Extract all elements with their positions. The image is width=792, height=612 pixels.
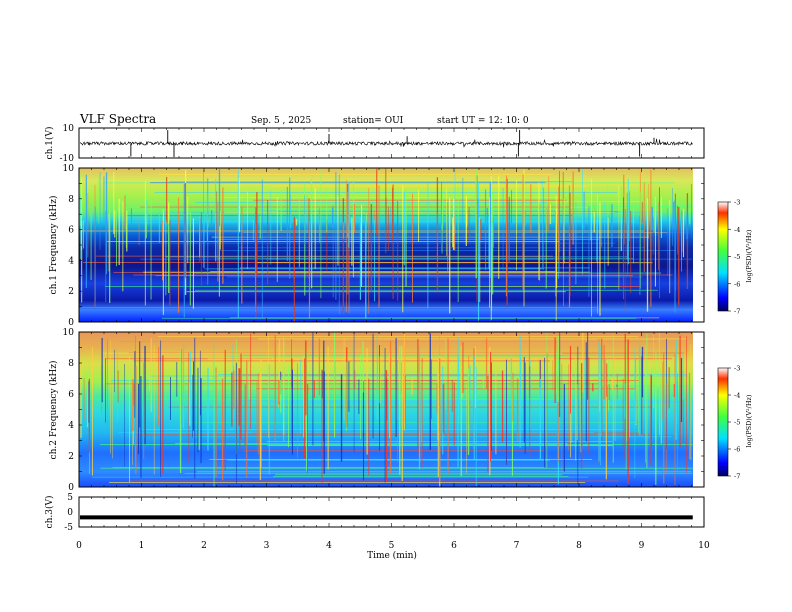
ch3-ytick-middle: 0 [67, 508, 73, 518]
colorbar-tick-label: -6 [734, 446, 740, 454]
ch1-ytick-bottom: -10 [60, 154, 75, 164]
ch2-colorbar-gradient [717, 367, 729, 477]
colorbar-tick-label: -4 [734, 226, 740, 234]
x-tick-label: 1 [139, 541, 145, 551]
ch1-spectrogram-background [79, 168, 704, 322]
colorbar-tick-label: -6 [734, 280, 740, 288]
ch2-spectrogram-panel: 0 2 4 6 8 10 ch.2 Frequency (kHz) [48, 328, 705, 493]
frequency-tick-label: 8 [68, 359, 74, 369]
date-label: Sep. 5 , 2025 [251, 116, 311, 126]
colorbar-tick-label: -7 [734, 308, 740, 316]
colorbar-tick-label: -3 [734, 199, 740, 207]
ch2-spectrogram-yticks: 0 2 4 6 8 10 [63, 328, 704, 493]
ch3-ytick-top: 5 [67, 493, 73, 503]
station-label: station= OUI [343, 116, 404, 126]
ch3-waveform-ylabel: ch.3(V) [44, 496, 55, 529]
ch3-ytick-bottom: -5 [64, 523, 73, 533]
frequency-tick-label: 2 [68, 287, 74, 297]
ch3-waveform-frame [78, 496, 705, 528]
x-tick-label: 8 [576, 541, 582, 551]
ch2-colorbar: -3 -4 -5 -6 -7 log(PSD)(V²/Hz) [717, 365, 753, 481]
ch1-spectrogram-streaks [79, 168, 704, 322]
ch1-waveform-ylabel: ch.1(V) [44, 127, 55, 160]
ch2-spectrogram-xticks [78, 332, 705, 487]
x-tick-label: 4 [326, 541, 332, 551]
frequency-tick-label: 10 [63, 328, 75, 338]
ch1-colorbar-ticks: -3 -4 -5 -6 -7 [728, 199, 740, 316]
ch1-ytick-top: 10 [63, 124, 75, 134]
ch3-waveform-panel: 5 0 -5 ch.3(V) 0 1 2 3 4 5 6 7 8 9 10 Time (min) [44, 493, 710, 561]
x-tick-label: 2 [201, 541, 207, 551]
ch1-spectrogram-ylabel: ch.1 Frequency (kHz) [48, 196, 59, 295]
colorbar-tick-label: -7 [734, 473, 740, 481]
no-data-region [693, 168, 704, 322]
ch1-spectrogram-xticks [78, 168, 705, 322]
x-tick-label: 7 [514, 541, 520, 551]
time-axis-label: Time (min) [367, 550, 417, 561]
frequency-tick-label: 4 [68, 256, 74, 266]
ch1-colorbar: -3 -4 -5 -6 -7 log(PSD)(V²/Hz) [717, 199, 753, 316]
ch2-colorbar-ticks: -3 -4 -5 -6 -7 [728, 365, 740, 481]
frequency-tick-label: 6 [68, 226, 74, 236]
colorbar-tick-label: -5 [734, 419, 740, 427]
figure-title: VLF Spectra [79, 112, 156, 126]
frequency-tick-label: 8 [68, 195, 74, 205]
ch1-colorbar-gradient [717, 201, 729, 312]
ch1-colorbar-label: log(PSD)(V²/Hz) [745, 229, 753, 282]
frequency-tick-label: 10 [63, 164, 75, 174]
ch2-spectrogram-ylabel: ch.2 Frequency (kHz) [48, 361, 59, 460]
frequency-tick-label: 6 [68, 390, 74, 400]
colorbar-tick-label: -5 [734, 253, 740, 261]
x-tick-label: 9 [639, 541, 645, 551]
ch3-waveform-xticks [78, 497, 705, 527]
time-axis-tick-labels: 0 1 2 3 4 5 6 7 8 9 10 [76, 541, 710, 551]
ch1-spectrogram-yticks: 0 2 4 6 8 10 [63, 164, 704, 328]
x-tick-label: 0 [76, 541, 82, 551]
x-tick-label: 3 [264, 541, 270, 551]
frequency-tick-label: 4 [68, 421, 74, 431]
colorbar-tick-label: -4 [734, 392, 740, 400]
ch1-spectrogram-panel: 0 2 4 6 8 10 ch.1 Frequency (kHz) [48, 164, 705, 328]
ch2-colorbar-label: log(PSD)(V²/Hz) [745, 394, 753, 447]
colorbar-tick-label: -3 [734, 365, 740, 373]
ch1-waveform-xticks [78, 128, 705, 158]
ch1-waveform-panel: 10 -10 ch.1(V) [44, 124, 705, 164]
ch2-spectrogram-streaks [79, 332, 704, 487]
frequency-tick-label: 0 [68, 318, 74, 328]
x-tick-label: 10 [698, 541, 710, 551]
ch1-waveform-trace [79, 129, 693, 158]
start-time-label: start UT = 12: 10: 0 [437, 116, 529, 126]
x-tick-label: 5 [389, 541, 395, 551]
no-data-region [693, 332, 704, 487]
x-tick-label: 6 [451, 541, 457, 551]
frequency-tick-label: 2 [68, 452, 74, 462]
frequency-tick-label: 0 [68, 483, 74, 493]
ch1-waveform-line [79, 138, 693, 148]
